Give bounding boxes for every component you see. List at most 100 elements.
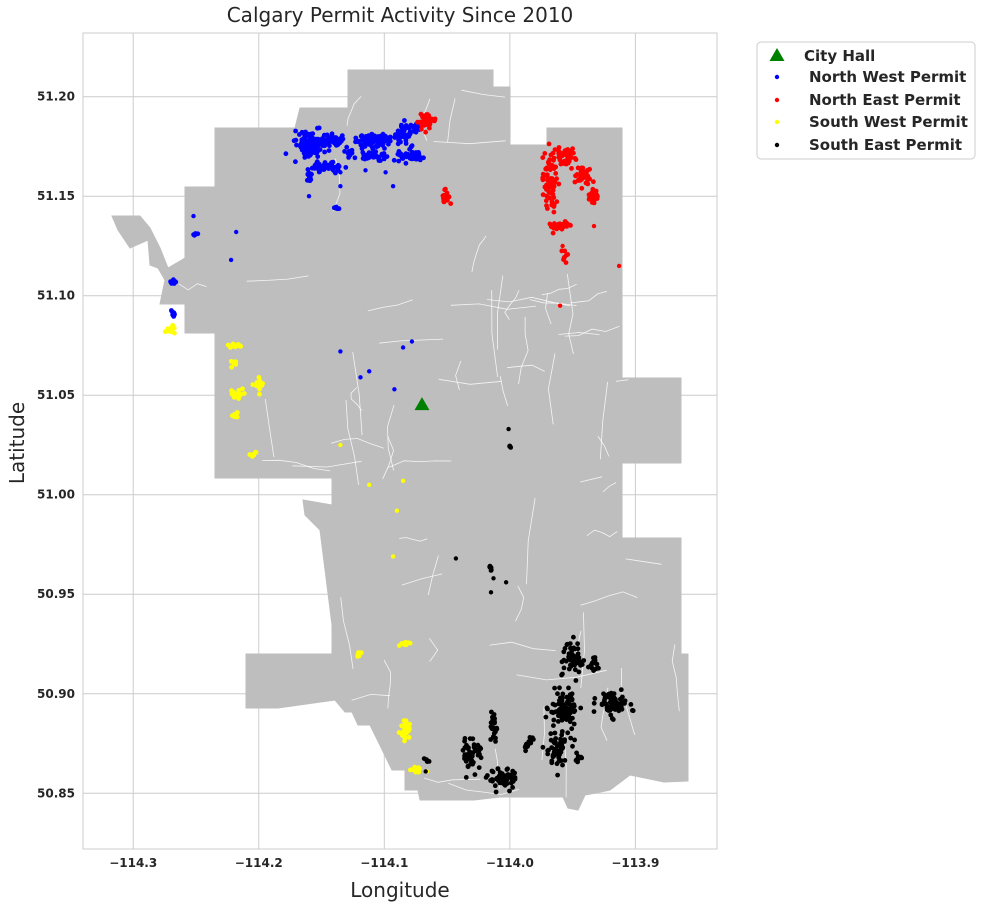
permit-point [407, 131, 412, 136]
permit-point [417, 157, 423, 163]
permit-point [400, 345, 406, 350]
district-line [351, 693, 391, 701]
permit-point [531, 737, 536, 742]
district-line [350, 387, 363, 411]
permit-point [628, 702, 634, 707]
district-line [564, 325, 620, 337]
permit-point [472, 772, 478, 777]
permit-point [362, 156, 368, 162]
permit-point [367, 369, 372, 374]
permit-point [540, 744, 546, 750]
district-line [602, 482, 617, 493]
permit-point [591, 660, 597, 666]
permit-point [576, 669, 582, 675]
permit-point [580, 165, 586, 171]
permit-point [403, 138, 409, 143]
permit-point [544, 182, 549, 188]
city-hall-layer [414, 397, 430, 411]
permit-point [168, 329, 174, 334]
legend-se-label: South East Permit [809, 136, 962, 154]
permit-point [322, 132, 327, 138]
permit-point [559, 153, 565, 159]
permit-point [559, 226, 565, 232]
permit-point [406, 735, 412, 740]
permit-point [570, 743, 575, 749]
permit-point [427, 122, 433, 127]
permit-point [570, 146, 575, 152]
permit-point [543, 198, 549, 204]
permit-point [409, 152, 414, 158]
permit-point [241, 391, 247, 396]
permit-point [551, 209, 557, 215]
permit-point [562, 758, 568, 763]
permit-point [489, 768, 495, 774]
permit-point [467, 749, 472, 755]
permit-point [401, 134, 407, 140]
district-line [516, 669, 607, 681]
permit-point [488, 724, 494, 730]
permit-point [477, 751, 482, 757]
permit-point [395, 141, 401, 147]
district-line [515, 585, 525, 622]
permit-point [404, 725, 410, 731]
permit-point [423, 769, 428, 774]
permit-point [571, 150, 576, 156]
permit-point [405, 640, 411, 646]
permit-point [542, 151, 548, 156]
permit-point [363, 168, 368, 173]
permit-point [352, 155, 358, 161]
district-line [383, 659, 391, 709]
permit-point [396, 158, 402, 164]
city-hall-marker [414, 397, 430, 411]
district-line [346, 96, 362, 126]
permit-point [549, 745, 555, 750]
permit-point [565, 252, 571, 257]
permit-point [583, 180, 589, 186]
permit-point [293, 128, 298, 134]
legend-nw-label: North West Permit [809, 68, 966, 86]
permit-point [402, 118, 407, 123]
district-line [625, 558, 662, 565]
permit-point [561, 665, 567, 671]
permit-point [470, 736, 476, 742]
permit-point [403, 160, 409, 166]
district-line [433, 140, 506, 145]
chart-title: Calgary Permit Activity Since 2010 [227, 3, 574, 27]
permit-point [390, 554, 396, 559]
permit-point [391, 157, 397, 163]
permit-point [234, 392, 240, 398]
permit-point [476, 765, 482, 770]
permit-point [489, 709, 494, 715]
permit-point [540, 175, 546, 181]
permit-point [547, 195, 552, 201]
permit-point [465, 764, 471, 770]
permit-point [392, 135, 398, 140]
permit-point [356, 651, 362, 657]
permit-point [493, 729, 498, 735]
y-tick-label: 51.15 [37, 189, 75, 203]
district-line [352, 352, 363, 436]
district-line [292, 460, 362, 468]
permit-point [586, 664, 591, 670]
permit-point [616, 263, 622, 269]
district-line [586, 529, 618, 538]
permit-point [592, 696, 598, 701]
permit-point [572, 179, 578, 185]
district-line [330, 438, 384, 449]
permit-point [305, 150, 311, 156]
district-line [450, 303, 536, 310]
permit-point [578, 705, 584, 711]
permit-point [555, 751, 561, 757]
legend-ne-marker [774, 97, 780, 103]
x-tick-labels: −114.3 −114.2 −114.1 −114.0 −113.9 [109, 856, 659, 870]
permit-point [549, 199, 555, 204]
permit-point [564, 642, 570, 648]
permit-point [423, 129, 428, 135]
permit-point [555, 772, 560, 778]
permit-point [585, 167, 590, 173]
permit-point [376, 135, 381, 141]
permit-point [253, 449, 259, 455]
permit-point [375, 155, 381, 161]
permit-point [575, 759, 580, 765]
district-line [388, 460, 452, 468]
